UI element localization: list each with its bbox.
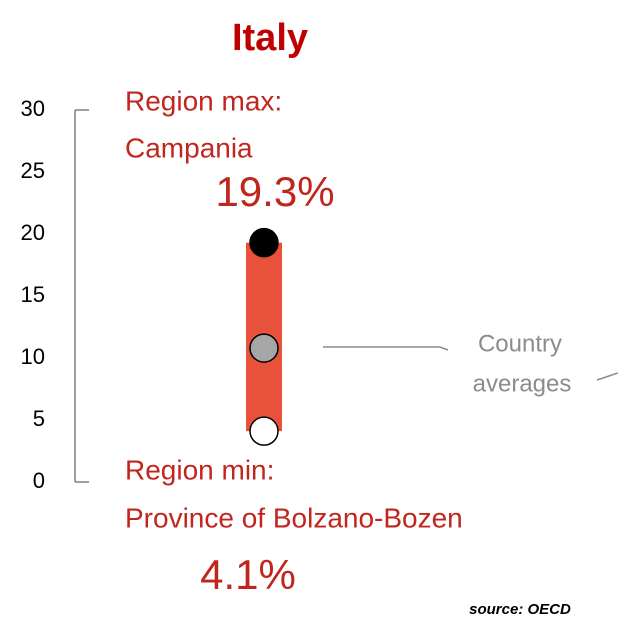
annotation-line (323, 346, 449, 351)
max-value-label: 19.3% (215, 168, 334, 215)
max-region: Campania (125, 132, 253, 163)
y-tick-label: 5 (33, 406, 45, 431)
y-tick-label: 15 (21, 282, 45, 307)
annotation: Country (478, 330, 562, 357)
max-point (249, 227, 279, 258)
min-region: Province of Bolzano-Bozen (125, 502, 463, 533)
source: source: OECD (469, 601, 571, 618)
chart-title: Italy (232, 17, 308, 59)
annotation: averages (473, 370, 572, 397)
annotation-line (596, 372, 618, 381)
y-tick-label: 30 (21, 96, 45, 121)
y-tick-label: 25 (21, 158, 45, 183)
y-tick-label: 20 (21, 220, 45, 245)
y-tick-label: 0 (33, 468, 45, 493)
y-tick-label: 10 (21, 344, 45, 369)
min-value-label: 4.1% (200, 551, 296, 598)
min-label: Region min: (125, 454, 274, 485)
min-point (249, 416, 279, 446)
average-point (249, 333, 279, 363)
max-label: Region max: (125, 85, 282, 116)
